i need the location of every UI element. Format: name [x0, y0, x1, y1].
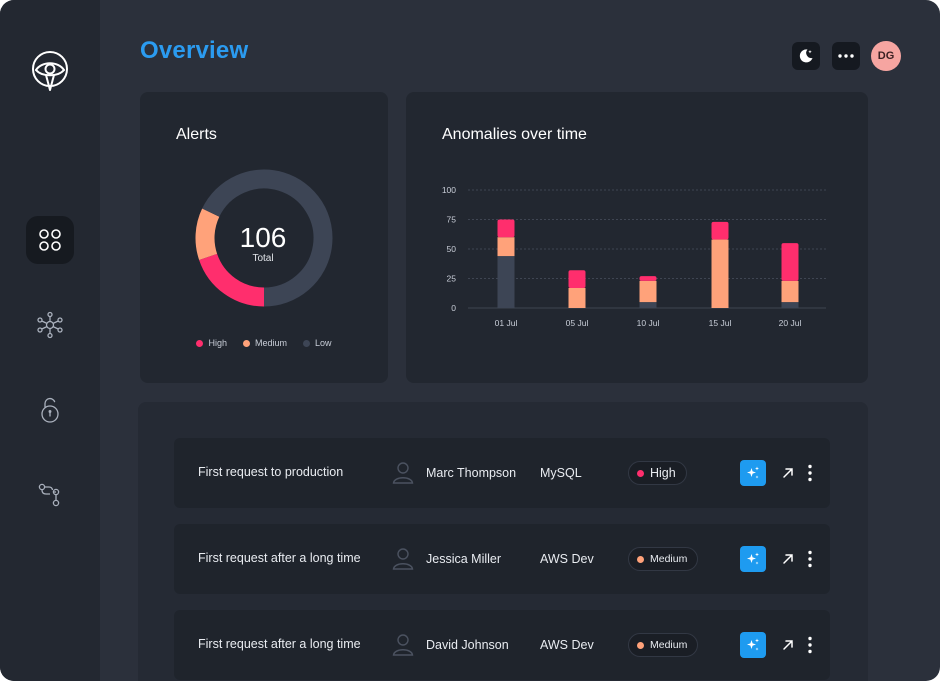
- severity-label: Medium: [650, 639, 688, 651]
- bar-segment[interactable]: [639, 280, 657, 303]
- y-tick-label: 75: [447, 215, 457, 225]
- alerts-legend: High Medium Low: [140, 338, 388, 348]
- alert-user: Jessica Miller: [426, 552, 502, 566]
- severity-badge: High: [628, 461, 687, 485]
- ai-insights-button[interactable]: [740, 546, 766, 572]
- x-tick-label: 15 Jul: [709, 318, 732, 328]
- open-external-icon[interactable]: [782, 639, 794, 651]
- legend-swatch: [242, 339, 250, 347]
- donut-slice-low[interactable]: [202, 169, 333, 307]
- bar-segment[interactable]: [497, 237, 515, 257]
- severity-dot: [637, 469, 644, 477]
- eye-shield-logo[interactable]: [30, 50, 70, 92]
- alert-user: David Johnson: [426, 638, 509, 652]
- bar-segment[interactable]: [639, 276, 657, 281]
- severity-badge: Medium: [628, 633, 699, 657]
- git-branch-icon: [38, 483, 60, 507]
- ai-insights-button[interactable]: [740, 632, 766, 658]
- legend-label: Low: [315, 338, 332, 348]
- alert-title: First request after a long time: [198, 637, 361, 651]
- bar-segment[interactable]: [781, 243, 799, 281]
- legend-swatch: [303, 339, 310, 347]
- bar-segment[interactable]: [568, 270, 586, 288]
- user-icon: [392, 634, 414, 656]
- kebab-menu-icon[interactable]: [807, 464, 813, 482]
- bar-segment[interactable]: [568, 287, 586, 308]
- anomalies-card: Anomalies over time 0 25 50 75 100 01 Jul 05 J…: [406, 92, 868, 383]
- alert-row[interactable]: First request after a long time Jessica M…: [174, 524, 830, 594]
- donut-slice-high[interactable]: [199, 253, 265, 307]
- bar-segment[interactable]: [711, 221, 729, 240]
- x-tick-label: 20 Jul: [779, 318, 802, 328]
- sparkles-icon: [747, 466, 759, 479]
- page-title: Overview: [140, 37, 249, 64]
- alert-title: First request to production: [198, 465, 344, 479]
- bar-segment[interactable]: [711, 239, 729, 308]
- alert-resource: MySQL: [540, 466, 582, 480]
- alert-resource: AWS Dev: [540, 638, 594, 652]
- sidebar-item-network[interactable]: [26, 301, 74, 349]
- bar-segment[interactable]: [497, 219, 515, 238]
- alerts-list-panel: First request to production Marc Thompson…: [138, 402, 868, 681]
- y-tick-label: 50: [447, 244, 457, 254]
- sidebar-item-access[interactable]: [26, 386, 74, 434]
- legend-item: Medium: [242, 338, 287, 348]
- more-horizontal-icon: [838, 54, 854, 58]
- sidebar: [0, 0, 100, 681]
- y-tick-label: 0: [451, 303, 456, 313]
- more-options-button[interactable]: [832, 42, 860, 70]
- alert-row[interactable]: First request after a long time David Joh…: [174, 610, 830, 680]
- network-hub-icon: [37, 311, 63, 339]
- user-icon: [392, 548, 414, 570]
- alert-row[interactable]: First request to production Marc Thompson…: [174, 438, 830, 508]
- theme-toggle-button[interactable]: [792, 42, 820, 70]
- unlock-icon: [41, 397, 59, 423]
- kebab-menu-icon[interactable]: [807, 636, 813, 654]
- sidebar-item-workflows[interactable]: [26, 471, 74, 519]
- severity-label: High: [650, 466, 676, 480]
- kebab-menu-icon[interactable]: [807, 550, 813, 568]
- open-external-icon[interactable]: [782, 553, 794, 565]
- anomalies-card-title: Anomalies over time: [442, 126, 587, 143]
- severity-badge: Medium: [628, 547, 699, 571]
- y-tick-label: 100: [442, 185, 456, 195]
- ai-insights-button[interactable]: [740, 460, 766, 486]
- bar-segment[interactable]: [781, 280, 799, 303]
- alerts-donut-chart: 106 Total: [195, 169, 333, 307]
- legend-label: Medium: [254, 338, 287, 348]
- severity-dot: [637, 641, 644, 649]
- legend-item: Low: [303, 338, 332, 348]
- alerts-card-title: Alerts: [176, 126, 217, 143]
- bar-segment[interactable]: [781, 302, 799, 308]
- anomalies-bar-chart: 0 25 50 75 100 01 Jul 05 Jul 10 Jul 15 Jul 20 Jul: [442, 185, 826, 328]
- donut-slice-medium[interactable]: [195, 208, 220, 260]
- alerts-total-value: 106: [240, 222, 287, 253]
- y-tick-label: 25: [447, 274, 457, 284]
- legend-swatch: [196, 339, 204, 347]
- alert-title: First request after a long time: [198, 551, 361, 565]
- grid-circles-icon: [39, 229, 61, 251]
- open-external-icon[interactable]: [782, 467, 794, 479]
- sparkles-icon: [747, 638, 759, 651]
- moon-icon: [799, 49, 813, 63]
- legend-label: High: [208, 338, 227, 348]
- sidebar-item-overview[interactable]: [26, 216, 74, 264]
- bar-segment[interactable]: [497, 256, 515, 308]
- bar-segment[interactable]: [639, 302, 657, 308]
- user-icon: [392, 462, 414, 484]
- x-tick-label: 10 Jul: [637, 318, 660, 328]
- severity-label: Medium: [650, 553, 688, 565]
- alerts-total-label: Total: [252, 253, 273, 264]
- legend-item: High: [196, 338, 227, 348]
- sparkles-icon: [747, 552, 759, 565]
- x-tick-label: 05 Jul: [566, 318, 589, 328]
- alert-resource: AWS Dev: [540, 552, 594, 566]
- alerts-card: Alerts 106 Total High Medium Low: [140, 92, 388, 383]
- alert-user: Marc Thompson: [426, 466, 517, 480]
- x-tick-label: 01 Jul: [495, 318, 518, 328]
- avatar[interactable]: DG: [871, 41, 901, 71]
- severity-dot: [637, 555, 644, 563]
